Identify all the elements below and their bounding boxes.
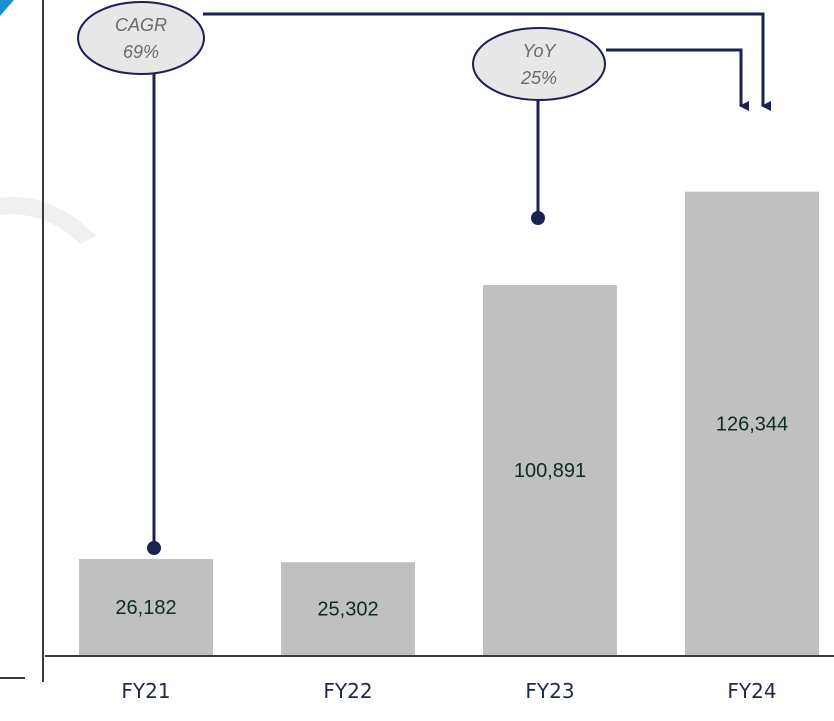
bar-fy22 [281, 562, 415, 655]
cagr-connector [152, 12, 771, 548]
data-label-fy21: 26,182 [115, 597, 176, 619]
x-tick-labels-layer: FY21 FY22 FY23 FY24 [121, 679, 776, 703]
yoy-connector-top [606, 48, 749, 111]
cagr-bubble: CAGR 69% [77, 1, 205, 75]
yoy-anchor-dot [531, 211, 545, 225]
x-tick-label-fy22: FY22 [323, 679, 372, 703]
yoy-bubble-label: YoY [522, 41, 557, 61]
cagr-bubble-label: CAGR [115, 15, 167, 35]
x-tick-label-fy23: FY23 [525, 679, 574, 703]
data-label-fy24: 126,344 [716, 413, 788, 435]
cagr-anchor-dot [147, 541, 161, 555]
data-label-fy23: 100,891 [514, 460, 586, 482]
cagr-connector-top [203, 12, 771, 111]
cagr-bubble-shape [77, 1, 205, 75]
yoy-bubble: YoY 25% [472, 27, 606, 101]
data-label-fy22: 25,302 [317, 599, 378, 621]
bar-fy23 [483, 285, 617, 655]
corner-accent [0, 0, 14, 16]
x-tick-label-fy24: FY24 [727, 679, 776, 703]
bars-layer [79, 191, 819, 656]
bar-fy21 [79, 558, 213, 655]
cagr-bubble-value: 69% [123, 42, 159, 62]
bar-fy24 [685, 191, 819, 656]
data-labels-layer: 26,182 25,302 100,891 126,344 [115, 413, 788, 620]
yoy-connector [536, 48, 749, 218]
x-tick-label-fy21: FY21 [121, 679, 170, 703]
yoy-bubble-value: 25% [520, 68, 557, 88]
yoy-bubble-shape [472, 27, 606, 101]
watermark-arc [0, 196, 96, 244]
